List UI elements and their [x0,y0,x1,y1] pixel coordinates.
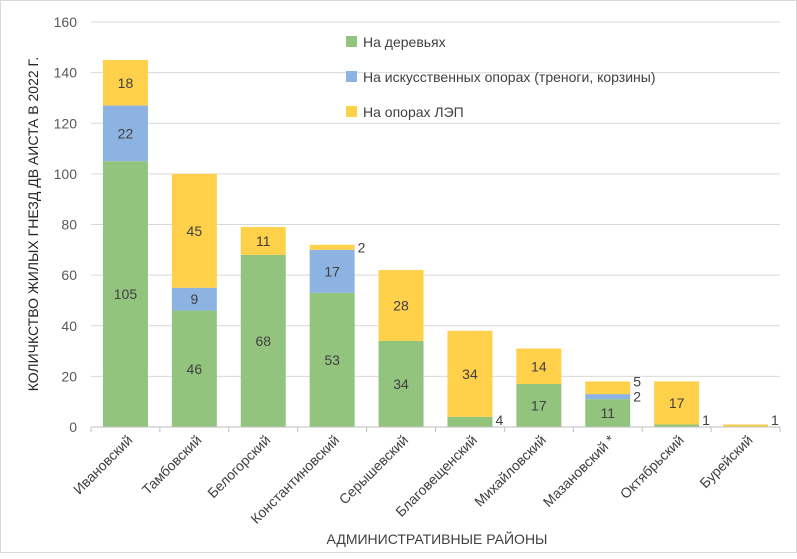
data-label: 18 [118,75,134,91]
legend-label: На искусственных опорах (треноги, корзин… [363,69,656,85]
data-label: 11 [256,233,271,249]
bar-segment [378,340,424,427]
bar-segment [585,399,631,427]
bar-segment [723,424,769,427]
legend-label: На опорах ЛЭП [363,104,464,120]
y-tick-label: 160 [54,14,78,30]
bar-segment [309,244,355,250]
y-axis-title: КОЛИЧКСТВО ЖИЛЫХ ГНЕЗД ДВ АИСТА В 2022 Г… [25,57,41,392]
x-tick-label: Белогорский [204,432,273,501]
y-tick-label: 100 [54,166,78,182]
data-label: 9 [190,291,198,307]
x-axis: Ивановский Тамбовский БелогорскийКонстанти… [70,426,781,527]
data-label: 17 [669,395,685,411]
data-label: 4 [495,412,503,428]
bar-segment [171,310,217,427]
data-label: 28 [393,298,409,314]
data-label: 17 [531,397,547,413]
data-label: 46 [187,361,203,377]
legend: На деревьях На искусственных опорах (трен… [346,34,656,120]
bar-segment [447,330,493,417]
x-tick-label: Бурейский [696,432,755,491]
y-tick-label: 20 [61,368,77,384]
bar-segment [309,249,355,293]
bar-segment [585,394,631,400]
x-tick-label: Серышевский [336,432,412,508]
bar-segment [240,227,286,255]
data-label: 22 [118,125,134,141]
data-label: 34 [393,376,409,392]
bar-segment [585,381,631,395]
y-tick-label: 60 [61,267,77,283]
bar-segment [378,270,424,341]
legend-swatch [346,71,357,82]
bar-segment [171,173,217,288]
bar-segment [516,383,562,427]
x-tick-label: Октябрьский [617,432,687,502]
data-label: 53 [324,352,340,368]
legend-swatch [346,106,357,117]
bar-segment [447,416,493,427]
bar-segment [102,161,148,427]
bar-segment [654,424,700,427]
data-label: 14 [531,358,547,374]
data-label: 5 [633,374,641,390]
bar-segment [102,105,148,162]
data-label: 45 [187,223,203,239]
data-label: 105 [114,286,138,302]
bar-segment [309,292,355,427]
bar-segment [240,254,286,427]
bar-segment [171,287,217,311]
data-label: 1 [702,412,710,428]
y-tick-label: 0 [69,419,77,435]
x-axis-title: АДМИНИСТРАТИВНЫЕ РАЙОНЫ [327,530,548,547]
y-tick-label: 80 [61,217,77,233]
y-axis-ticks: 0 20 40 60 80 100 120 140 160 [54,14,78,435]
legend-swatch [346,36,357,47]
x-tick-label: Мазановский * [540,431,619,510]
data-label: 17 [324,263,340,279]
data-label: 2 [633,389,641,405]
bar-segment [654,381,700,425]
x-tick-label: Тамбовский [139,432,205,498]
data-label: 34 [462,366,478,382]
y-tick-label: 40 [61,318,77,334]
data-label: 2 [358,239,366,255]
data-label: 1 [771,412,779,428]
bar-segment [102,59,148,106]
legend-label: На деревьях [363,34,446,50]
x-tick-label: Ивановский [70,432,136,498]
y-tick-label: 120 [54,115,78,131]
bar-segment [516,348,562,384]
data-label: 11 [600,405,615,421]
x-tick-label: Михайловский [471,432,549,510]
data-label: 68 [255,333,271,349]
y-tick-label: 140 [54,65,78,81]
